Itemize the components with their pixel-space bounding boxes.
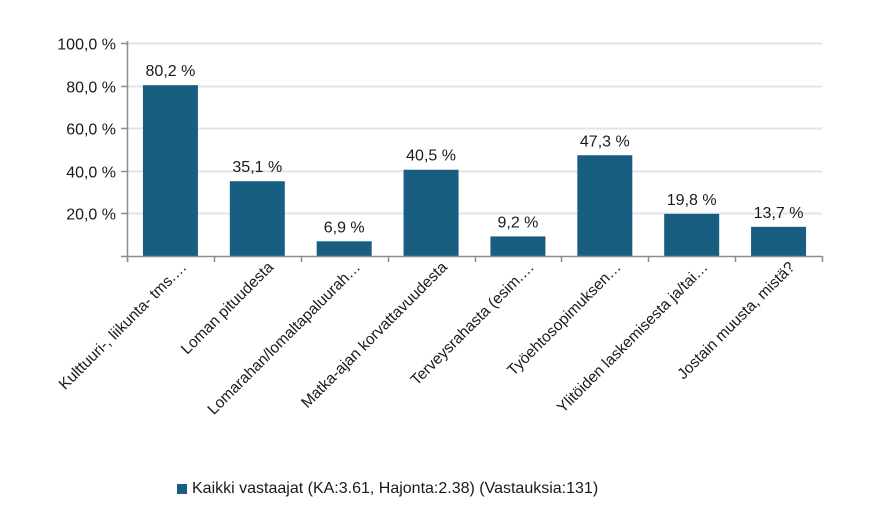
y-tick-label: 80,0 % <box>66 80 116 97</box>
category-label: Matka-ajan korvattavuudesta <box>298 259 451 412</box>
data-label: 6,9 % <box>324 219 365 236</box>
category-label: Ylitöiden laskemisesta ja/tai… <box>554 259 712 417</box>
data-label: 9,2 % <box>497 214 538 231</box>
bar <box>490 236 546 256</box>
bar <box>403 169 459 256</box>
bar <box>751 226 807 256</box>
data-label: 80,2 % <box>146 63 196 80</box>
data-labels: 80,2 % 35,1 % 6,9 % 40,5 % 9,2 % 47,3 % 19,8 %… <box>146 63 804 236</box>
bar <box>664 213 720 256</box>
y-tick-label: 100,0 % <box>57 37 116 54</box>
data-label: 40,5 % <box>406 148 456 165</box>
bar <box>577 155 633 256</box>
y-axis-tick-labels: 20,0 % 40,0 % 60,0 % 80,0 % 100,0 % <box>57 37 116 224</box>
bar <box>316 241 372 256</box>
category-label: Kulttuuri-, liikunta- tms.… <box>56 259 190 393</box>
gridlines <box>127 42 822 215</box>
bar <box>142 85 198 256</box>
category-label: Loman pituudesta <box>178 259 277 358</box>
data-label: 47,3 % <box>580 133 630 150</box>
y-tick-label: 20,0 % <box>66 207 116 224</box>
bars <box>142 85 807 256</box>
y-tick-label: 40,0 % <box>66 165 116 182</box>
data-label: 35,1 % <box>232 159 282 176</box>
data-label: 19,8 % <box>667 192 717 209</box>
legend-label: Kaikki vastaajat (KA:3.61, Hajonta:2.38)… <box>192 480 599 497</box>
data-label: 13,7 % <box>754 205 804 222</box>
x-axis-category-labels: Kulttuuri-, liikunta- tms.…Loman pituude… <box>56 259 799 419</box>
bar <box>229 181 285 256</box>
legend: Kaikki vastaajat (KA:3.61, Hajonta:2.38)… <box>177 480 598 498</box>
legend-swatch-icon <box>177 484 187 494</box>
y-tick-label: 60,0 % <box>66 122 116 139</box>
category-label: Lomarahan/lomaltapaluurah… <box>205 259 364 418</box>
axes <box>121 41 824 262</box>
bar-chart: 20,0 % 40,0 % 60,0 % 80,0 % 100,0 % 80,2 % 35… <box>56 37 824 419</box>
